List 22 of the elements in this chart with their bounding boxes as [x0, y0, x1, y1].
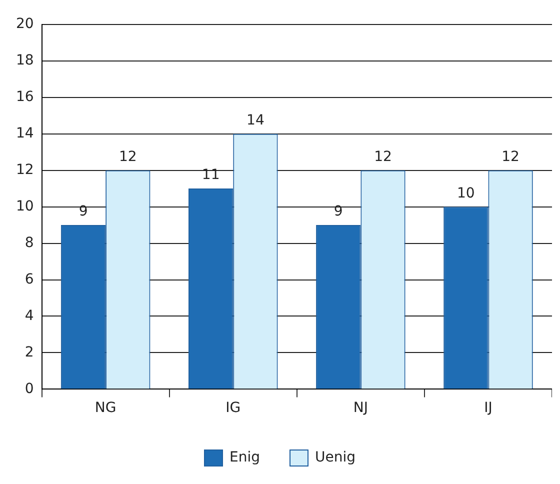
y-tick-label: 8: [24, 234, 34, 251]
y-tick-label: 4: [24, 308, 34, 324]
data-label: 12: [118, 148, 137, 165]
y-tick-label: 10: [16, 198, 34, 214]
data-label: 12: [502, 148, 520, 165]
x-tick-label: NJ: [353, 400, 368, 416]
data-label: 14: [246, 112, 264, 128]
x-tick-label: IJ: [484, 400, 492, 416]
legend-label: Enig: [230, 450, 260, 466]
y-tick-label: 6: [24, 271, 34, 288]
x-tick-label: IG: [226, 400, 241, 416]
x-tick-label: NG: [94, 400, 116, 416]
y-tick-label: 16: [16, 89, 34, 105]
data-label: 12: [374, 148, 392, 165]
legend-label: Uenig: [314, 450, 356, 466]
y-tick-label: 20: [16, 16, 34, 32]
y-tick-label: 14: [16, 125, 34, 142]
data-label: 10: [456, 185, 475, 202]
y-tick-label: 2: [24, 344, 34, 360]
y-tick-label: 18: [16, 52, 34, 69]
y-tick-label: 0: [24, 380, 34, 397]
y-tick-label: 12: [16, 162, 34, 178]
